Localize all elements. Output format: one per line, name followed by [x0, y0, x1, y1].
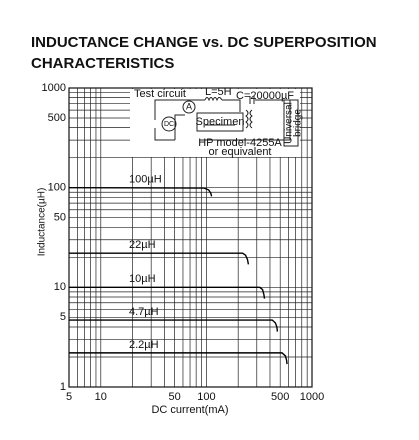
- series-label: 100µH: [129, 174, 162, 186]
- series-label: 2.2µH: [129, 339, 159, 351]
- data-line: [69, 319, 279, 332]
- coil: [245, 109, 249, 129]
- inset-text: DC: [164, 121, 174, 128]
- chart-title: INDUCTANCE CHANGE vs. DC SUPERPOSITION: [31, 34, 377, 51]
- ammeter: [182, 100, 196, 114]
- y-tick-label: 1: [60, 381, 66, 393]
- source: [161, 116, 177, 132]
- series-label: 4.7µH: [129, 306, 159, 318]
- circuit-wire: [200, 99, 291, 141]
- inset-text: Universal: [284, 102, 295, 144]
- x-tick-label: 10: [95, 391, 107, 403]
- circuit-wire: [154, 99, 175, 120]
- x-tick-label: 1000: [300, 391, 324, 403]
- y-tick-label: 10: [54, 281, 66, 293]
- y-axis-label: Inductance(µH): [37, 188, 48, 257]
- y-tick-label: 100: [48, 182, 66, 194]
- inset-text: Test circuit: [134, 88, 186, 100]
- x-tick-label: 100: [197, 391, 215, 403]
- circuit-wire: [174, 114, 185, 140]
- chart-title: CHARACTERISTICS: [31, 55, 174, 72]
- y-tick-label: 1000: [42, 82, 66, 94]
- inset-text: Specimen: [196, 116, 245, 128]
- plot-frame: [68, 87, 313, 388]
- y-tick-label: 5: [60, 311, 66, 323]
- inset-text: C=20000µF: [236, 90, 294, 102]
- inset-text: HP model-4255A: [198, 137, 282, 149]
- inset-text: L=5H: [205, 86, 232, 98]
- series-label: 22µH: [129, 239, 156, 251]
- x-tick-label: 5: [66, 391, 72, 403]
- data-line: [69, 286, 266, 299]
- data-line: [69, 352, 288, 365]
- data-line: [68, 186, 213, 197]
- coil: [249, 109, 253, 129]
- y-tick-label: 50: [54, 212, 66, 224]
- y-tick-label: 500: [48, 112, 66, 124]
- series-label: 10µH: [129, 273, 156, 285]
- inset-text: or equivalent: [209, 146, 272, 158]
- bridge-box: [283, 99, 299, 147]
- inductor: [204, 97, 223, 102]
- circuit-wire: [154, 128, 175, 141]
- x-axis-label: DC current(mA): [151, 404, 228, 416]
- inset-text: A: [186, 101, 192, 111]
- x-tick-label: 50: [168, 391, 180, 403]
- specimen-box: [196, 112, 244, 132]
- circuit-wire: [222, 99, 241, 112]
- inset-text: bridge: [293, 109, 304, 137]
- data-line: [69, 252, 250, 265]
- x-tick-label: 500: [271, 391, 289, 403]
